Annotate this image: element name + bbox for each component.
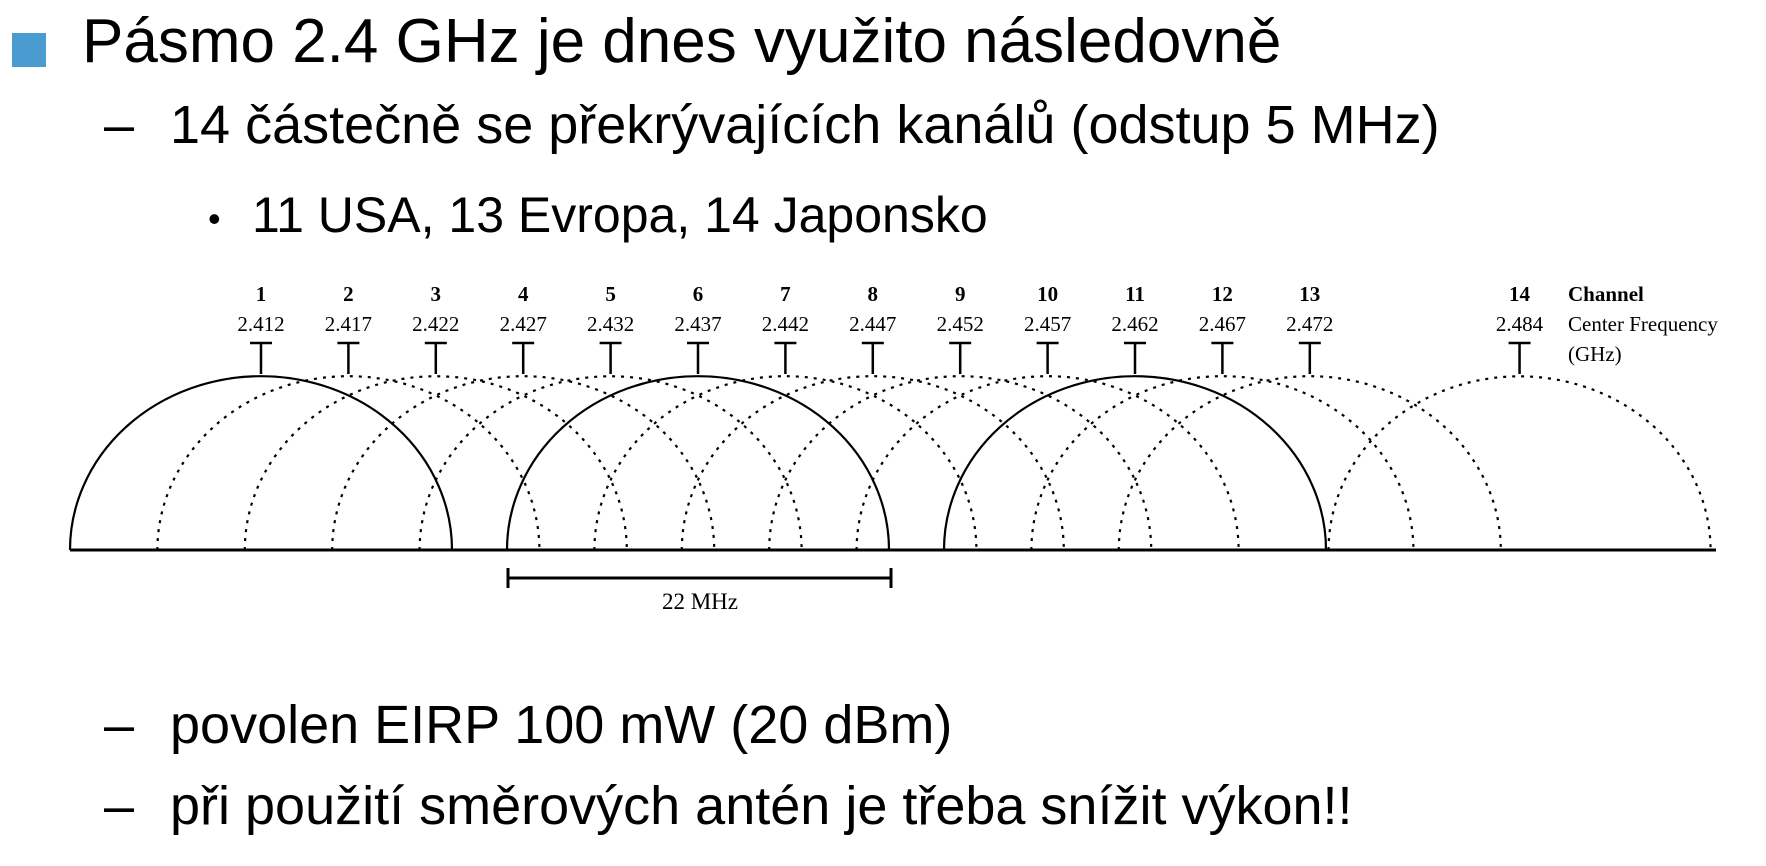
channel-arcs bbox=[68, 375, 1712, 551]
width-bracket: 22 MHz bbox=[506, 568, 893, 614]
channel-arc-7 bbox=[593, 375, 978, 551]
freq-unit: (GHz) bbox=[1568, 342, 1622, 366]
channel-number-9: 9 bbox=[955, 282, 966, 306]
dash-3: – bbox=[104, 776, 135, 836]
channel-header: Channel bbox=[1568, 282, 1644, 306]
channel-arc-4 bbox=[331, 375, 716, 551]
channel-frequency-10: 2.457 bbox=[1024, 312, 1071, 336]
channel-frequency-8: 2.447 bbox=[849, 312, 896, 336]
channel-number-12: 12 bbox=[1212, 282, 1233, 306]
channel-tick-3 bbox=[424, 341, 447, 374]
channel-number-13: 13 bbox=[1299, 282, 1320, 306]
channel-frequency-9: 2.452 bbox=[937, 312, 984, 336]
channel-marker-9: 9 2.452 bbox=[937, 282, 984, 374]
channel-tick-7 bbox=[774, 341, 797, 374]
bullet-regions: 11 USA, 13 Evropa, 14 Japonsko bbox=[252, 187, 988, 243]
freq-header: Center Frequency bbox=[1568, 312, 1718, 336]
channel-marker-1: 1 2.412 bbox=[237, 282, 285, 374]
channel-frequency-2: 2.417 bbox=[325, 312, 372, 336]
channel-marker-4: 4 2.427 bbox=[500, 282, 547, 374]
channel-number-6: 6 bbox=[693, 282, 704, 306]
channel-frequency-3: 2.422 bbox=[412, 312, 459, 336]
width-label: 22 MHz bbox=[662, 589, 738, 614]
channel-tick-4 bbox=[512, 341, 535, 374]
bullet-dot: • bbox=[208, 198, 221, 239]
channel-frequency-5: 2.432 bbox=[587, 312, 634, 336]
channel-arc-12 bbox=[1030, 375, 1415, 551]
title-bullet bbox=[12, 33, 46, 67]
channel-marker-14: 14 2.484 bbox=[1496, 282, 1544, 374]
channel-tick-9 bbox=[949, 341, 972, 374]
channel-marker-5: 5 2.432 bbox=[587, 282, 634, 374]
dash-2: – bbox=[104, 695, 135, 755]
channel-marker-11: 11 2.462 bbox=[1111, 282, 1159, 374]
channel-tick-11 bbox=[1124, 341, 1146, 374]
bullet-directional: při použití směrových antén je třeba sní… bbox=[170, 776, 1353, 836]
channel-tick-8 bbox=[861, 341, 884, 374]
dash-1: – bbox=[104, 95, 135, 155]
channel-frequency-7: 2.442 bbox=[762, 312, 809, 336]
channel-number-8: 8 bbox=[868, 282, 879, 306]
channel-frequency-14: 2.484 bbox=[1496, 312, 1544, 336]
channel-marker-6: 6 2.437 bbox=[674, 282, 722, 374]
channel-marker-7: 7 2.442 bbox=[762, 282, 809, 374]
channel-arc-1 bbox=[68, 375, 454, 551]
channel-arc-8 bbox=[680, 375, 1065, 551]
channel-marker-13: 13 2.472 bbox=[1286, 282, 1333, 374]
channel-tick-5 bbox=[599, 341, 622, 374]
channel-marker-8: 8 2.447 bbox=[849, 282, 896, 374]
channel-marker-10: 10 2.457 bbox=[1024, 282, 1071, 374]
channel-frequency-4: 2.427 bbox=[500, 312, 547, 336]
channel-tick-14 bbox=[1508, 341, 1531, 374]
channel-arc-9 bbox=[768, 375, 1153, 551]
channel-number-11: 11 bbox=[1125, 282, 1145, 306]
channel-tick-2 bbox=[337, 341, 360, 374]
channel-frequency-12: 2.467 bbox=[1199, 312, 1246, 336]
channel-number-14: 14 bbox=[1509, 282, 1531, 306]
channel-arc-2 bbox=[156, 375, 541, 551]
channel-arc-6 bbox=[505, 375, 891, 551]
channel-arc-3 bbox=[243, 375, 628, 551]
channel-arc-13 bbox=[1117, 375, 1502, 551]
channel-frequency-11: 2.462 bbox=[1111, 312, 1158, 336]
channel-marker-3: 3 2.422 bbox=[412, 282, 459, 374]
channel-marker-2: 2 2.417 bbox=[325, 282, 372, 374]
channel-arc-11 bbox=[942, 375, 1328, 551]
channel-tick-1 bbox=[250, 341, 272, 374]
channel-tick-10 bbox=[1036, 341, 1059, 374]
channel-arc-5 bbox=[418, 375, 803, 551]
channel-frequency-6: 2.437 bbox=[674, 312, 721, 336]
channel-number-10: 10 bbox=[1037, 282, 1058, 306]
bullet-eirp: povolen EIRP 100 mW (20 dBm) bbox=[170, 695, 953, 755]
channel-number-2: 2 bbox=[343, 282, 354, 306]
channel-number-4: 4 bbox=[518, 282, 529, 306]
channel-arc-14 bbox=[1327, 375, 1712, 551]
channel-tick-12 bbox=[1211, 341, 1234, 374]
channel-number-3: 3 bbox=[431, 282, 442, 306]
channel-tick-6 bbox=[687, 341, 709, 374]
channel-number-1: 1 bbox=[256, 282, 267, 306]
channel-frequency-13: 2.472 bbox=[1286, 312, 1333, 336]
channel-frequency-1: 2.412 bbox=[237, 312, 284, 336]
channel-number-5: 5 bbox=[605, 282, 616, 306]
channel-tick-13 bbox=[1298, 341, 1321, 374]
channel-number-7: 7 bbox=[780, 282, 791, 306]
channel-marker-12: 12 2.467 bbox=[1199, 282, 1246, 374]
bullet-channels: 14 částečně se překrývajících kanálů (od… bbox=[170, 95, 1440, 155]
channel-labels: 1 2.412 2 2.417 3 2.422 4 2.427 5 2.432 6 2.437 7 2.4… bbox=[237, 282, 1544, 374]
slide-title: Pásmo 2.4 GHz je dnes využito následovně bbox=[82, 7, 1282, 76]
channel-arc-10 bbox=[855, 375, 1240, 551]
